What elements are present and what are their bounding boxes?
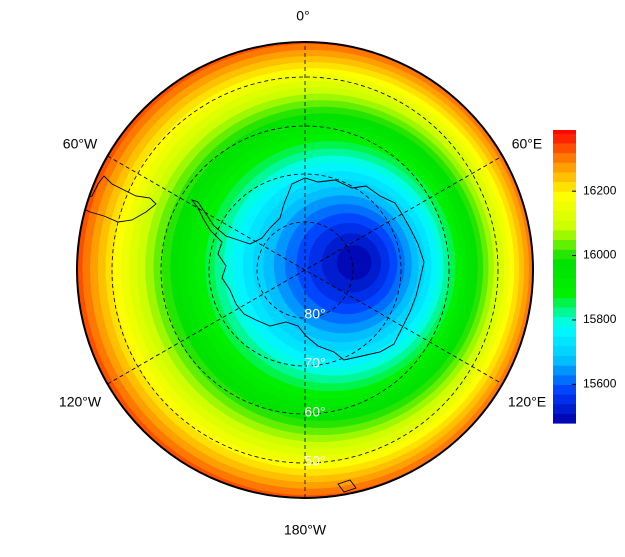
colorbar-band [553,278,576,289]
colorbar-band [553,249,576,260]
colorbar-tick-label: 16000 [583,248,617,262]
colorbar-band [553,374,576,385]
colorbar-band [553,258,576,270]
colorbar-band [553,316,576,328]
longitude-labels: 0° 60°E 120°E 180°W 120°W 60°W [59,8,546,538]
lat-label: 80° [304,306,325,322]
colorbar: 15600 15800 16000 16200 [553,130,617,424]
colorbar-band [553,130,576,134]
colorbar-band [553,133,576,144]
colorbar-band [553,345,576,356]
colorbar-band [553,297,576,308]
colorbar-band [553,220,576,231]
colorbar-band [553,142,576,154]
lat-label: 50° [304,453,325,469]
colorbar-band [553,239,576,250]
lon-label: 0° [296,8,309,24]
colorbar-band [553,210,576,221]
colorbar-band [553,162,576,173]
colorbar-band [553,307,576,318]
colorbar-band [553,413,576,424]
antarctica-coast [190,177,425,361]
lon-label: 120°E [508,394,546,410]
lon-label: 60°W [63,136,98,152]
colorbar-band [553,268,576,279]
colorbar-band [553,355,576,366]
colorbar-tick-label: 15800 [583,312,617,326]
colorbar-band [553,336,576,347]
map-border [76,41,534,499]
coastlines [77,175,425,493]
lon-label: 180°W [284,522,327,538]
meridian [107,155,503,385]
colorbar-tick-label: 15600 [583,377,617,391]
colorbar-band [553,287,576,299]
colorbar-band [553,365,576,376]
colorbar-tick-label: 16200 [583,183,617,197]
lon-label: 60°E [512,136,543,152]
lat-label: 70° [304,355,325,371]
colorbar-band [553,403,576,414]
colorbar-band [553,384,576,395]
graticule [107,42,503,498]
colorbar-band [553,152,576,163]
latitude-labels: 80° 70° 60° 50° [304,306,325,469]
contour-field [77,42,533,498]
lat-label: 60° [304,404,325,420]
island-coast [337,479,357,493]
lon-label: 120°W [59,394,102,410]
colorbar-band [553,191,576,202]
south-america-coast [77,175,157,223]
colorbar-band [553,181,576,192]
colorbar-band [553,394,576,405]
colorbar-band [553,200,576,212]
colorbar-band [553,229,576,241]
colorbar-band [553,326,576,337]
colorbar-band [553,171,576,183]
contour-band [336,245,372,280]
